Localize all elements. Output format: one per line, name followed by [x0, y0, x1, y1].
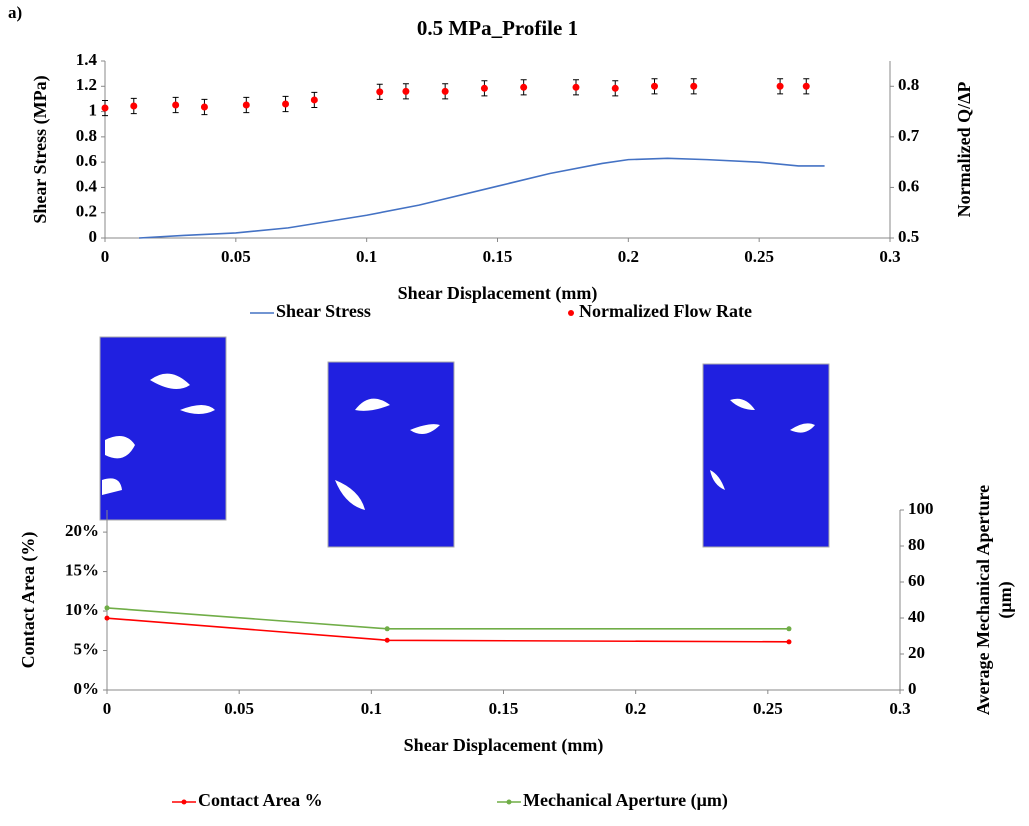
y-tick-label: 0.8 [76, 126, 97, 145]
x-tick-label: 0.15 [489, 699, 519, 718]
line-marker [786, 626, 791, 631]
fracture-image [328, 362, 454, 547]
scatter-point [442, 88, 449, 95]
image-frame [703, 364, 829, 547]
scatter-point [651, 83, 658, 90]
scatter-point [690, 83, 697, 90]
legend-label: Normalized Flow Rate [579, 301, 752, 321]
chart-title: 0.5 MPa_Profile 1 [417, 16, 578, 40]
series [139, 158, 825, 238]
x-tick-label: 0.2 [625, 699, 646, 718]
x-tick-label: 0.25 [753, 699, 783, 718]
fracture-image [100, 337, 226, 520]
y2-tick-label: 0.6 [898, 176, 919, 195]
line-marker [105, 605, 110, 610]
scatter-point [282, 100, 289, 107]
scatter-point [481, 85, 488, 92]
line-marker [105, 616, 110, 621]
x-tick-label: 0.05 [224, 699, 254, 718]
legend-swatch-marker [182, 800, 187, 805]
y2-axis-label: Normalized Q/ΔP [954, 82, 974, 218]
y-tick-label: 1.2 [76, 75, 97, 94]
y2-tick-label: 20 [908, 643, 925, 662]
scatter-point [777, 83, 784, 90]
legend-swatch [568, 310, 574, 316]
y-tick-label: 1 [89, 100, 98, 119]
y-tick-label: 0.6 [76, 151, 97, 170]
series [105, 605, 792, 631]
y2-tick-label: 100 [908, 499, 934, 518]
y-tick-label: 15% [65, 560, 99, 579]
scatter-point [172, 101, 179, 108]
y-tick-label: 1.4 [76, 50, 98, 69]
line-marker [385, 626, 390, 631]
scatter-point [520, 84, 527, 91]
scatter-point [201, 104, 208, 111]
x-tick-label: 0.3 [889, 699, 910, 718]
line-marker [786, 639, 791, 644]
y2-tick-label: 0.8 [898, 75, 919, 94]
y2-tick-label: 0.7 [898, 126, 920, 145]
y2-tick-label: 80 [908, 535, 925, 554]
y-tick-label: 0% [74, 679, 100, 698]
fracture-image [703, 364, 829, 547]
legend-swatch-marker [507, 800, 512, 805]
legend-item: Shear Stress [250, 301, 371, 321]
image-frame [328, 362, 454, 547]
scatter-point [376, 88, 383, 95]
fracture-images [100, 337, 829, 547]
legend-label: Mechanical Aperture (μm) [523, 790, 728, 811]
figure: a) 0.5 MPa_Profile 1 0 0.05 0.1 0.15 0.2 0.25 0… [0, 0, 1029, 826]
y-axis-label: Contact Area (%) [18, 532, 39, 669]
y2-tick-label: 0.5 [898, 227, 919, 246]
panel-label: a) [8, 3, 22, 22]
y2-tick-label: 0 [908, 679, 917, 698]
legend-label: Shear Stress [276, 301, 371, 321]
y2-axis-label: Average Mechanical Aperture [973, 485, 993, 715]
image-frame [100, 337, 226, 520]
x-tick-label: 0.15 [483, 247, 513, 266]
legend-item: Mechanical Aperture (μm) [497, 790, 728, 811]
x-axis-label: Shear Displacement (mm) [404, 735, 604, 756]
line-marker [385, 638, 390, 643]
x-tick-label: 0 [101, 247, 110, 266]
y-tick-label: 5% [74, 639, 100, 658]
x-tick-label: 0.1 [361, 699, 382, 718]
scatter-point [402, 88, 409, 95]
y-axis-label: Shear Stress (MPa) [30, 75, 51, 223]
scatter-point [102, 105, 109, 112]
scatter-point [573, 84, 580, 91]
series [102, 79, 810, 116]
y-tick-label: 0.4 [76, 176, 98, 195]
x-axis-label: Shear Displacement (mm) [398, 283, 598, 304]
legend-label: Contact Area % [198, 790, 323, 810]
x-tick-label: 0.05 [221, 247, 251, 266]
legend-item: Contact Area % [172, 790, 323, 810]
scatter-point [803, 83, 810, 90]
x-tick-label: 0.25 [744, 247, 774, 266]
line [139, 158, 825, 238]
line [107, 618, 789, 642]
y2-tick-label: 40 [908, 607, 925, 626]
series [105, 616, 792, 645]
y-tick-label: 0.2 [76, 202, 97, 221]
y2-axis-label: (μm) [995, 581, 1016, 618]
x-tick-label: 0 [103, 699, 112, 718]
y-tick-label: 20% [65, 521, 99, 540]
y2-tick-label: 60 [908, 571, 925, 590]
x-tick-label: 0.1 [356, 247, 377, 266]
y-tick-label: 0 [89, 227, 98, 246]
scatter-point [130, 103, 137, 110]
x-tick-label: 0.3 [879, 247, 900, 266]
legend-item: Normalized Flow Rate [568, 301, 752, 321]
y-tick-label: 10% [65, 600, 99, 619]
scatter-point [243, 101, 250, 108]
x-tick-label: 0.2 [618, 247, 639, 266]
scatter-point [612, 85, 619, 92]
scatter-point [311, 96, 318, 103]
